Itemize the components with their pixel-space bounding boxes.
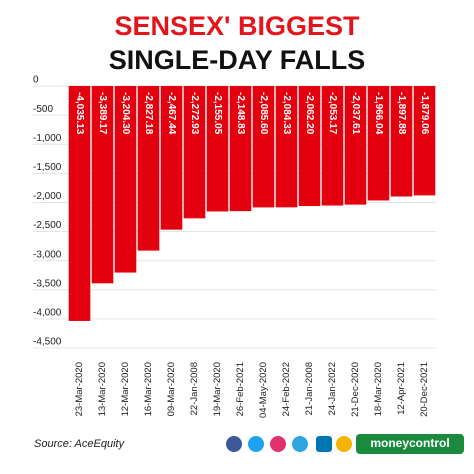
x-tick-label: 24-Feb-2022 — [281, 362, 292, 416]
y-tick-label: -500 — [33, 104, 53, 115]
bar — [413, 86, 436, 196]
x-tick-label: 09-Mar-2020 — [166, 362, 177, 416]
x-tick-label: 20-Dec-2021 — [419, 362, 430, 417]
x-tick-label: 13-Mar-2020 — [97, 362, 108, 416]
x-tick-label: 22-Jan-2008 — [189, 362, 200, 415]
value-label: -2,062.20 — [304, 92, 315, 135]
y-tick-label: -1,500 — [33, 162, 62, 173]
value-label: -1,897.88 — [396, 92, 407, 135]
bar — [91, 86, 114, 284]
value-label: -2,085.60 — [258, 92, 269, 135]
value-label: -4,035.13 — [74, 92, 85, 135]
chart-title: SENSEX' BIGGEST — [115, 11, 360, 41]
y-tick-label: -2,000 — [33, 191, 62, 202]
x-tick-label: 19-Mar-2020 — [212, 362, 223, 416]
x-tick-label: 18-Mar-2020 — [373, 362, 384, 416]
brand-box — [356, 434, 464, 454]
y-tick-label: 0 — [33, 75, 39, 86]
x-tick-label: 23-Mar-2020 — [74, 362, 85, 416]
y-tick-label: -3,500 — [33, 278, 62, 289]
x-tick-label: 12-Mar-2020 — [120, 362, 131, 416]
value-label: -1,966.04 — [373, 92, 384, 135]
social-icons — [226, 436, 352, 452]
value-label: -3,389.17 — [97, 92, 108, 135]
value-label: -3,204.30 — [120, 92, 131, 135]
bar — [298, 86, 321, 207]
value-label: -2,467.44 — [166, 92, 177, 135]
bar — [160, 86, 183, 230]
x-tick-label: 21-Dec-2020 — [350, 362, 361, 417]
y-tick-label: -1,000 — [33, 133, 62, 144]
bar — [367, 86, 390, 201]
bar — [114, 86, 137, 273]
bar — [252, 86, 275, 208]
value-label: -2,037.61 — [350, 92, 361, 135]
bar — [390, 86, 413, 197]
value-label: -2,148.83 — [235, 92, 246, 135]
bar — [275, 86, 298, 208]
bar — [206, 86, 229, 212]
value-label: -2,084.33 — [281, 92, 292, 135]
bar — [229, 86, 252, 212]
value-label: -2,155.05 — [212, 92, 223, 135]
bar — [137, 86, 160, 251]
value-label: -2,272.93 — [189, 92, 200, 135]
x-tick-label: 12-Apr-2021 — [396, 362, 407, 415]
x-tick-label: 24-Jan-2022 — [327, 362, 338, 415]
bar — [344, 86, 367, 205]
bar — [321, 86, 344, 206]
x-tick-label: 26-Feb-2021 — [235, 362, 246, 416]
chart-subtitle: SINGLE-DAY FALLS — [109, 45, 366, 75]
y-tick-label: -2,500 — [33, 220, 62, 231]
bar — [183, 86, 206, 219]
source: Source: AceEquity — [34, 438, 126, 450]
value-label: -1,879.06 — [419, 92, 430, 135]
y-tick-label: -3,000 — [33, 249, 62, 260]
y-tick-label: -4,000 — [33, 308, 62, 319]
value-label: -2,053.17 — [327, 92, 338, 135]
x-tick-label: 04-May-2020 — [258, 362, 269, 418]
brand: moneycontrol — [370, 436, 449, 450]
bar — [68, 86, 91, 321]
y-tick-label: -4,500 — [33, 337, 62, 348]
value-label: -2,827.18 — [143, 92, 154, 135]
x-tick-label: 16-Mar-2020 — [143, 362, 154, 416]
x-tick-label: 21-Jan-2008 — [304, 362, 315, 415]
